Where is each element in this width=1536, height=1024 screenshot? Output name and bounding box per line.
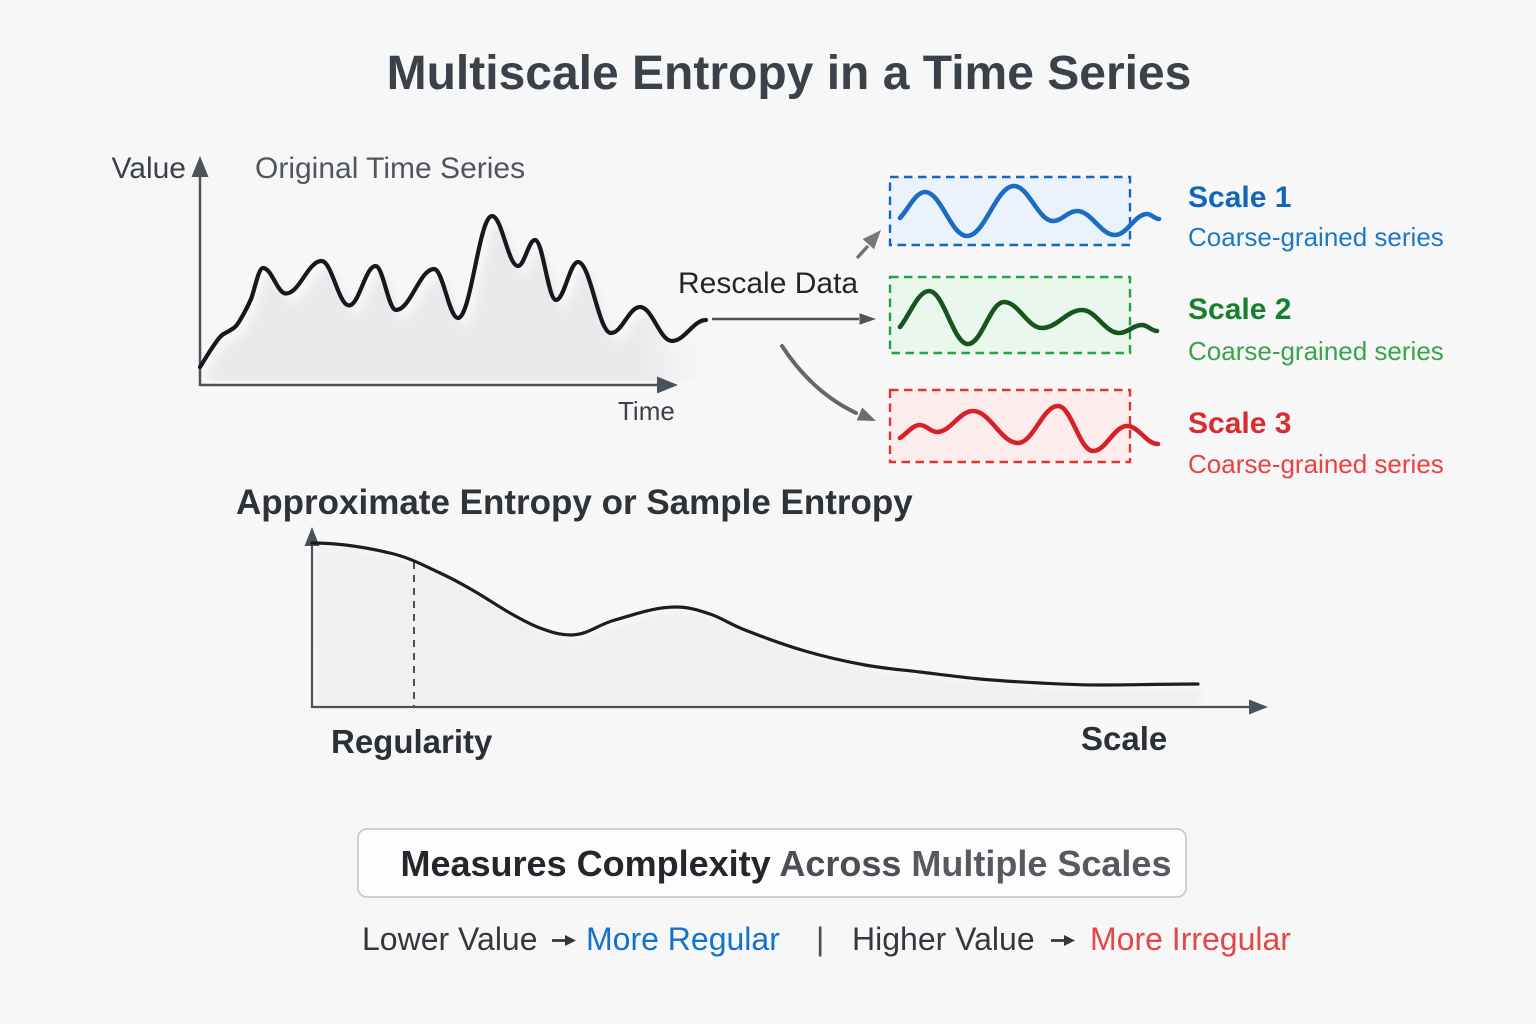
svg-text:Coarse-grained series: Coarse-grained series bbox=[1188, 449, 1444, 479]
svg-text:Measures Complexity Across Mul: Measures Complexity Across Multiple Scal… bbox=[401, 843, 1172, 884]
svg-text:Scale 2: Scale 2 bbox=[1188, 293, 1291, 326]
svg-text:Rescale Data: Rescale Data bbox=[678, 267, 858, 300]
svg-text:Value: Value bbox=[111, 152, 186, 185]
svg-text:Time: Time bbox=[618, 396, 675, 426]
svg-text:Scale 3: Scale 3 bbox=[1188, 407, 1291, 440]
svg-text:Scale: Scale bbox=[1081, 720, 1167, 757]
svg-text:Scale 1: Scale 1 bbox=[1188, 181, 1291, 214]
svg-text:Coarse-grained series: Coarse-grained series bbox=[1188, 336, 1444, 366]
svg-text:Regularity: Regularity bbox=[331, 723, 493, 760]
svg-text:Approximate Entropy or Sample: Approximate Entropy or Sample Entropy bbox=[236, 483, 913, 522]
svg-text:Original Time Series: Original Time Series bbox=[255, 152, 525, 185]
svg-text:Coarse-grained series: Coarse-grained series bbox=[1188, 222, 1444, 252]
svg-text:Multiscale Entropy in a Time S: Multiscale Entropy in a Time Series bbox=[387, 47, 1192, 100]
